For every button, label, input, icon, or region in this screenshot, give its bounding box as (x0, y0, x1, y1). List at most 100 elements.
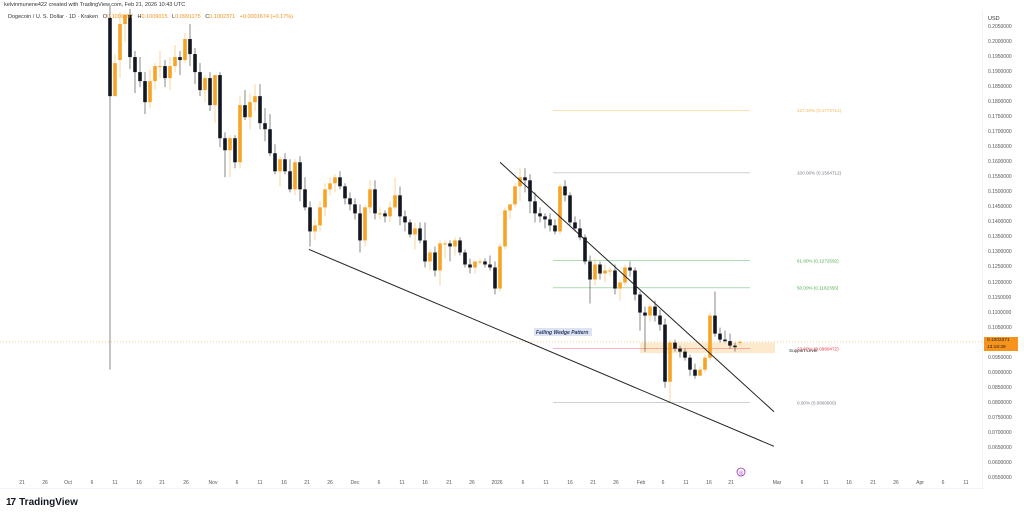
candle-down (538, 213, 542, 217)
time-tick: 6 (661, 480, 665, 486)
candle-up (113, 63, 117, 97)
price-tick: 0.0650000 (988, 444, 1012, 451)
candle-up (333, 177, 337, 184)
price-tick: 0.1500000 (988, 189, 1012, 196)
price-tick: 0.1600000 (988, 159, 1012, 166)
pattern-label-bg (534, 328, 592, 336)
price-tick: 0.1200000 (988, 279, 1012, 286)
candle-down (658, 315, 662, 325)
time-tick: Apr (916, 480, 924, 486)
candle-up (513, 186, 517, 205)
candle-up (738, 341, 742, 343)
candle-up (668, 342, 672, 382)
candle-down (563, 186, 567, 196)
price-tick: 0.0900000 (988, 369, 1012, 376)
candle-down (578, 228, 582, 238)
candle-down (663, 324, 667, 382)
time-tick: 26 (469, 480, 475, 486)
candle-down (403, 216, 407, 223)
price-tick: 0.0600000 (988, 459, 1012, 466)
price-tick: 0.1700000 (988, 129, 1012, 136)
price-tick: 0.0750000 (988, 414, 1012, 421)
candle-down (528, 180, 532, 202)
price-tick: 0.1350000 (988, 234, 1012, 241)
candle-down (683, 351, 687, 358)
candle-up (703, 357, 707, 370)
fib-level-label: 23.60% (0.0980472) (797, 346, 839, 351)
fib-level-label: 50.00% (0.1182356) (797, 286, 839, 291)
price-tick: 0.1100000 (988, 309, 1012, 316)
candle-up (443, 243, 447, 245)
candle-up (313, 225, 317, 232)
support-zone (640, 342, 775, 354)
time-tick: Feb (636, 480, 646, 486)
time-tick: 21 (446, 480, 452, 486)
price-tick: 0.0700000 (988, 429, 1012, 436)
candle-down (488, 264, 492, 268)
price-tick: 0.1850000 (988, 84, 1012, 91)
candle-down (523, 177, 527, 181)
candle-down (373, 189, 377, 214)
time-tick: 21 (728, 480, 734, 486)
candle-down (338, 177, 342, 187)
wedge-lower-trendline (308, 248, 775, 447)
candle-up (123, 14, 127, 24)
candle-up (293, 162, 297, 190)
pattern-label: Falling Wedge Pattern (536, 330, 588, 336)
time-tick: 11 (963, 480, 969, 486)
candle-down (598, 264, 602, 274)
time-tick: 16 (706, 480, 712, 486)
candlestick-chart[interactable]: 127.20% (0.1772714)100.00% (0.1564712)61… (0, 0, 982, 488)
time-tick: 16 (281, 480, 287, 486)
time-tick: Nov (208, 480, 218, 486)
time-tick: 11 (823, 480, 829, 486)
price-tick: 0.1800000 (988, 99, 1012, 106)
candle-down (483, 261, 487, 265)
brand-name: TradingView (19, 497, 78, 508)
candle-down (463, 252, 467, 265)
price-tick: 0.1750000 (988, 114, 1012, 121)
price-axis[interactable] (982, 10, 1024, 490)
candle-down (693, 369, 697, 376)
time-tick: Dec (350, 480, 360, 486)
candle-up (593, 264, 597, 280)
price-tick: 0.1900000 (988, 69, 1012, 76)
open-value: 0.1000697 (107, 14, 133, 20)
candle-up (498, 246, 502, 289)
candle-down (468, 264, 472, 268)
price-tick: 0.0850000 (988, 384, 1012, 391)
candle-down (568, 195, 572, 223)
candle-up (148, 81, 152, 103)
symbol-name[interactable]: Dogecoin / U. S. Dollar · 1D · Kraken (8, 14, 99, 20)
tradingview-logo-icon: 17 (6, 497, 16, 508)
fib-level-label: 127.20% (0.1772714) (797, 108, 842, 113)
candle-up (473, 261, 477, 268)
price-tick: 0.0550000 (988, 474, 1012, 481)
candle-up (363, 207, 367, 241)
candle-down (733, 345, 737, 348)
candle-down (243, 105, 247, 118)
price-tick: 0.0950000 (988, 354, 1012, 361)
candle-up (173, 57, 177, 67)
time-tick: 21 (870, 480, 876, 486)
candle-down (188, 39, 192, 55)
candle-down (308, 207, 312, 232)
time-tick: 21 (590, 480, 596, 486)
candle-down (418, 228, 422, 241)
candle-down (288, 171, 292, 190)
currency-label: USD (988, 16, 1000, 22)
event-marker-icon (736, 467, 746, 477)
price-tick: 0.1450000 (988, 204, 1012, 211)
candle-down (728, 341, 732, 346)
candle-down (268, 129, 272, 154)
candle-down (633, 270, 637, 295)
time-axis-border (0, 488, 982, 489)
price-tick: 0.1400000 (988, 219, 1012, 226)
support-level-label: Support Level (789, 348, 817, 353)
candle-down (223, 138, 227, 151)
fib-level-label: 0.00% (0.0800000) (797, 401, 837, 406)
tradingview-logo[interactable]: 17 TradingView (6, 497, 78, 508)
time-tick: 26 (42, 480, 48, 486)
candle-up (318, 207, 322, 226)
